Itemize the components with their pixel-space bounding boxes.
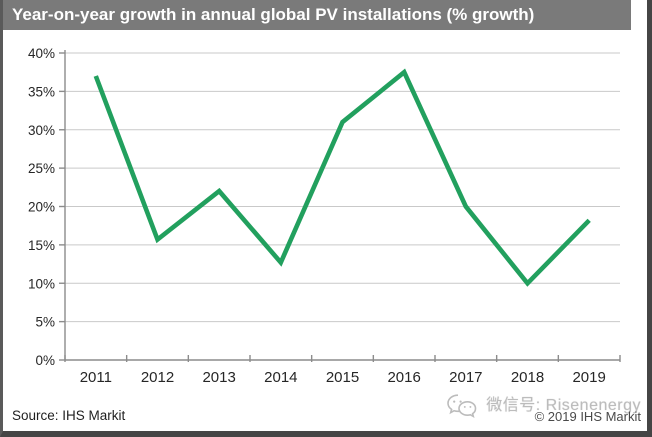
source-note: Source: IHS Markit: [12, 408, 126, 423]
chart-title-bar: Year-on-year growth in annual global PV …: [3, 0, 631, 30]
svg-text:35%: 35%: [28, 84, 55, 99]
svg-text:30%: 30%: [28, 123, 55, 138]
svg-text:2019: 2019: [572, 369, 605, 386]
watermark-text: 微信号: Risenenergy: [486, 397, 641, 414]
svg-text:2014: 2014: [264, 369, 297, 386]
line-chart: 0% 5% 10% 15% 20% 25% 30% 35% 40% 2011 2012 2013 201…: [28, 46, 621, 386]
svg-text:20%: 20%: [28, 200, 55, 215]
svg-text:15%: 15%: [28, 238, 55, 253]
copyright-note: © 2019 IHS Markit: [534, 409, 641, 424]
svg-text:10%: 10%: [28, 276, 55, 291]
svg-text:2016: 2016: [387, 369, 420, 386]
svg-text:0%: 0%: [35, 353, 55, 368]
svg-text:2015: 2015: [326, 369, 359, 386]
chart-title: Year-on-year growth in annual global PV …: [12, 5, 535, 24]
svg-text:2018: 2018: [511, 369, 544, 386]
svg-text:40%: 40%: [28, 46, 55, 61]
svg-text:2013: 2013: [202, 369, 235, 386]
svg-text:25%: 25%: [28, 161, 55, 176]
svg-text:2011: 2011: [80, 369, 112, 386]
chart-area: 0% 5% 10% 15% 20% 25% 30% 35% 40% 2011 2012 2013 201…: [3, 30, 647, 405]
svg-text:5%: 5%: [35, 315, 55, 330]
wechat-icon: [446, 393, 478, 420]
svg-text:2017: 2017: [449, 369, 482, 386]
svg-text:2012: 2012: [141, 369, 174, 386]
watermark: 微信号: Risenenergy © 2019 IHS Markit: [446, 391, 641, 424]
